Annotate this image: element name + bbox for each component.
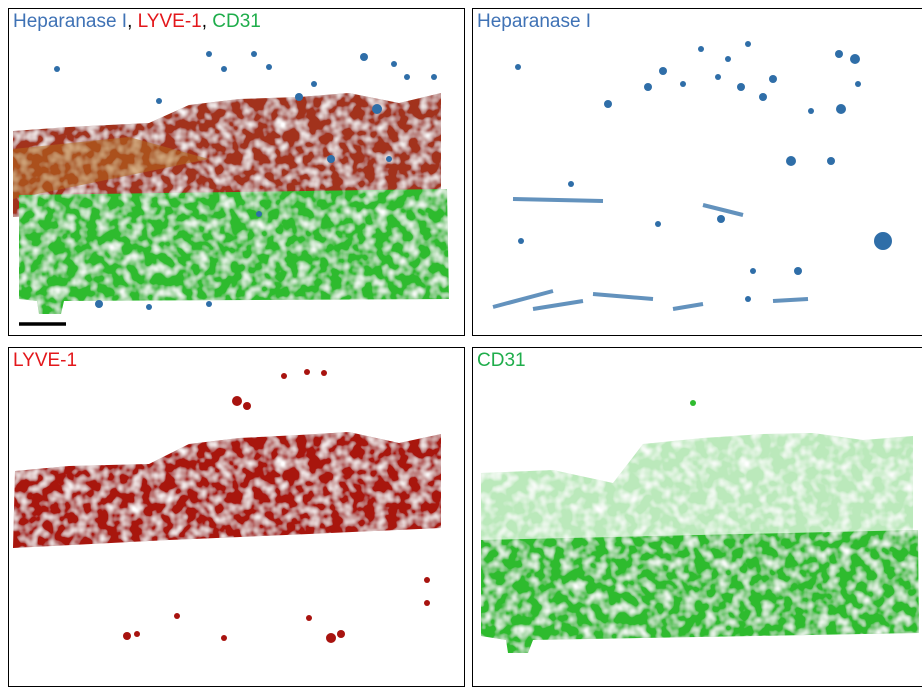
figure: Heparanase I, LYVE-1, CD31 Heparanase I … [0,0,922,675]
lyve1-image [9,348,465,687]
heparanase-dots [515,41,892,302]
cd31-image [473,348,922,687]
panel-lyve1: LYVE-1 [8,347,465,687]
heparanase-streaks [493,199,808,309]
cd31-dot [690,400,696,406]
cd31-tissue [19,189,449,314]
label-part: Heparanase I [477,11,591,32]
label-part: , [127,11,138,32]
label-part: CD31 [212,11,261,32]
label-part: LYVE-1 [13,350,77,371]
panel-label: Heparanase I [477,11,591,33]
label-part: , [202,11,213,32]
merged-image [9,9,465,336]
panel-label: LYVE-1 [13,350,77,372]
panel-label: CD31 [477,350,526,372]
panel-label: Heparanase I, LYVE-1, CD31 [13,11,261,33]
label-part: Heparanase I [13,11,127,32]
label-part: LYVE-1 [138,11,202,32]
cd31-upper [481,433,913,548]
cd31-tissue [481,530,919,653]
panel-heparanase: Heparanase I [472,8,922,336]
panel-merged: Heparanase I, LYVE-1, CD31 [8,8,465,336]
lyve1-tissue [13,432,441,548]
label-part: CD31 [477,350,526,371]
heparanase-image [473,9,922,336]
panel-cd31: CD31 [472,347,922,687]
